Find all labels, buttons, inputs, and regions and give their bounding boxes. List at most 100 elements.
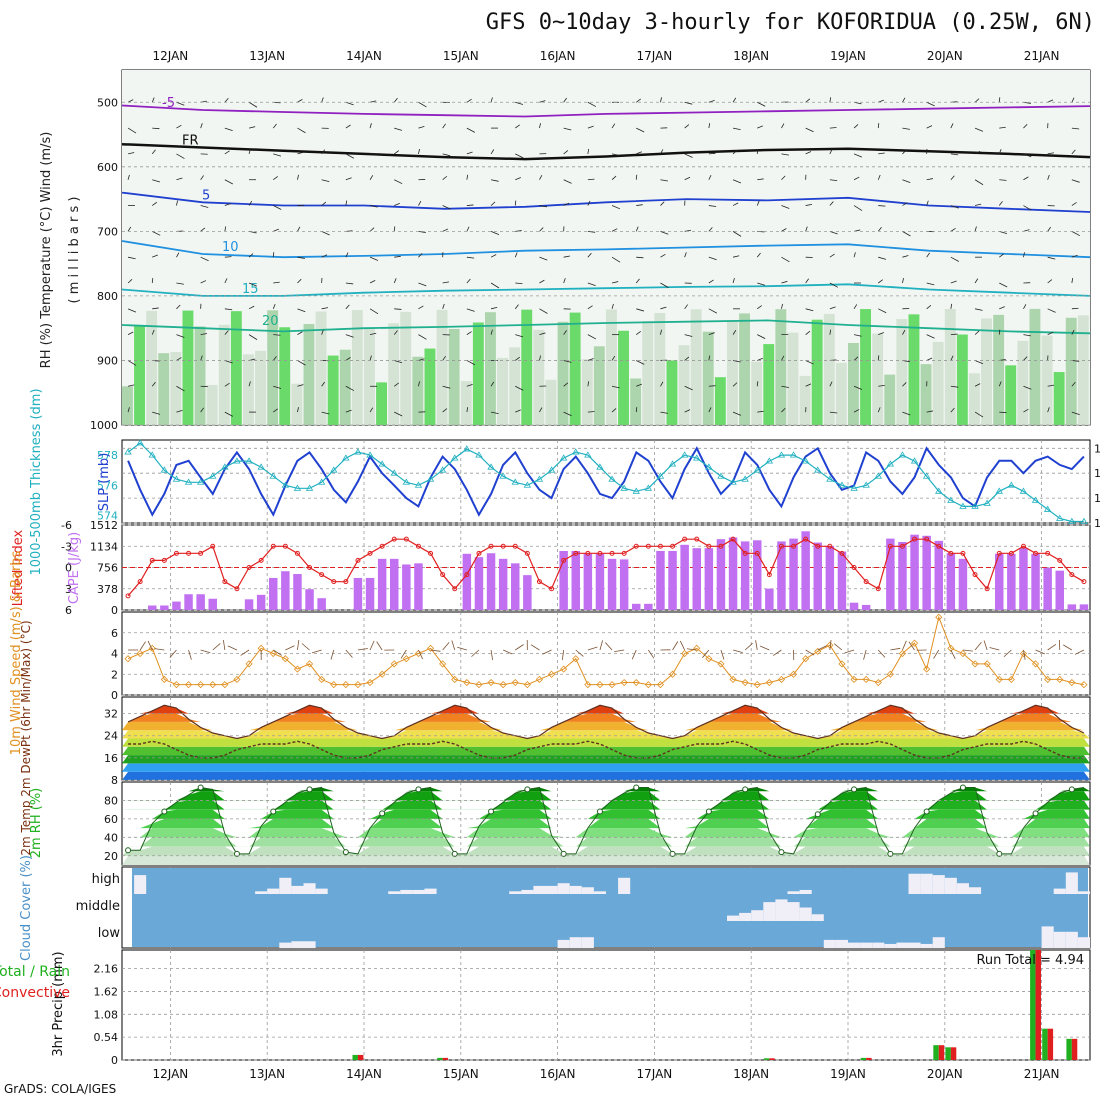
barb-70-620 bbox=[974, 179, 984, 186]
wind-pt-69 bbox=[959, 649, 967, 658]
cape-bar-42 bbox=[632, 603, 641, 610]
barb-36-780 bbox=[563, 278, 566, 284]
barb-68-780 bbox=[950, 280, 957, 284]
cape-bar-55 bbox=[789, 538, 798, 610]
barb-50-700 bbox=[732, 231, 742, 237]
rh-cell-57 bbox=[811, 319, 823, 425]
temp-band-5 bbox=[122, 730, 1090, 739]
barb-68-580 bbox=[950, 153, 959, 156]
barb-70-860 bbox=[974, 330, 980, 335]
wind-pt-14 bbox=[293, 665, 302, 673]
thick-pt-44 bbox=[656, 472, 665, 479]
barb-66-620 bbox=[926, 178, 934, 181]
barb-36-620 bbox=[563, 179, 572, 184]
rh-cell-7 bbox=[206, 384, 218, 425]
thick-pt-3 bbox=[160, 466, 169, 473]
rh-pt-39 bbox=[596, 808, 603, 815]
rh-cell-33 bbox=[521, 309, 533, 425]
barb-22-500 bbox=[393, 97, 398, 103]
li-pt-31 bbox=[500, 543, 506, 549]
cloud-ylabel: Cloud Cover (%) bbox=[19, 855, 34, 961]
barb-42-700 bbox=[635, 226, 639, 232]
cloud-high-14 bbox=[291, 885, 304, 894]
thick-pt-20 bbox=[366, 451, 374, 458]
rh-pt-0 bbox=[125, 847, 132, 854]
slp-ylabel: SLP (mb) bbox=[97, 453, 112, 512]
precip-ylabel: 3hr Precip (mm) bbox=[51, 951, 66, 1056]
cape-bar-29 bbox=[474, 557, 484, 610]
wind-barb-8 bbox=[222, 640, 226, 651]
wind-barb-43 bbox=[648, 649, 655, 659]
barb-18-940 bbox=[345, 385, 355, 391]
barb-24-660 bbox=[418, 200, 422, 206]
thick-pt-77 bbox=[1056, 514, 1064, 521]
rh-cell-55 bbox=[787, 332, 799, 425]
li-pt-38 bbox=[585, 550, 591, 556]
barb-14-900 bbox=[297, 360, 306, 366]
barb-70-780 bbox=[974, 278, 979, 284]
barb-6-860 bbox=[200, 333, 208, 336]
wind-pt-46 bbox=[681, 649, 689, 658]
wind-barb-4 bbox=[169, 649, 177, 658]
thick-pt-69 bbox=[959, 502, 967, 509]
cape-bar-53 bbox=[765, 588, 774, 610]
cape-bar-49 bbox=[716, 539, 726, 610]
wind-pt-38 bbox=[584, 681, 592, 689]
isotherm-4 bbox=[121, 283, 1091, 297]
li-tick-0: -6 bbox=[61, 519, 72, 532]
thick-tick-0: 574 bbox=[97, 509, 118, 522]
thick-pt-52 bbox=[753, 466, 761, 473]
rh-band-7 bbox=[122, 791, 1090, 801]
li-pt-22 bbox=[391, 536, 397, 542]
rh-cell-17 bbox=[327, 355, 339, 425]
precip-tick-2: 1.08 bbox=[94, 1008, 119, 1021]
barb-0-820 bbox=[127, 308, 137, 313]
barb-42-540 bbox=[636, 127, 645, 133]
wind-pt-48 bbox=[705, 655, 713, 663]
barb-12-820 bbox=[272, 303, 276, 309]
barb-0-620 bbox=[127, 174, 130, 180]
thick-pt-35 bbox=[547, 466, 556, 473]
isotherm-label-4: 15 bbox=[242, 282, 259, 297]
li-pt-71 bbox=[984, 586, 990, 592]
barb-32-700 bbox=[515, 230, 522, 232]
wind-pt-16 bbox=[318, 675, 326, 684]
series-temp bbox=[127, 704, 1085, 740]
wind-pt-20 bbox=[366, 678, 374, 687]
barb-30-940 bbox=[490, 381, 495, 387]
li-pt-72 bbox=[996, 550, 1002, 556]
barb-44-980 bbox=[660, 411, 668, 414]
barb-2-700 bbox=[152, 231, 161, 236]
barb-8-620 bbox=[224, 179, 234, 185]
barb-64-580 bbox=[902, 149, 907, 155]
thick-pt-54 bbox=[777, 451, 786, 458]
cape-bar-75 bbox=[1031, 553, 1040, 610]
wind-pt-39 bbox=[596, 681, 604, 689]
slp-tick-2: 1011 bbox=[1094, 467, 1100, 480]
li-pt-1 bbox=[137, 579, 143, 585]
cape-bar-67 bbox=[934, 540, 943, 610]
chart-title: GFS 0~10day 3-hourly for KOFORIDUA (0.25… bbox=[485, 10, 1095, 35]
li-pt-56 bbox=[803, 536, 809, 542]
wind-barb-6 bbox=[200, 649, 211, 654]
barb-64-940 bbox=[902, 382, 907, 387]
cloud-high-77 bbox=[1053, 888, 1066, 894]
rh-cell-16 bbox=[315, 311, 327, 425]
rh-cell-50 bbox=[727, 320, 738, 425]
li-pt-39 bbox=[597, 550, 603, 556]
rh-tick-2: 60 bbox=[104, 813, 118, 826]
cape-bar-65 bbox=[910, 534, 919, 610]
isotherm-label-1: FR bbox=[182, 133, 199, 148]
barb-14-620 bbox=[297, 174, 299, 180]
barb-58-500 bbox=[829, 97, 832, 103]
rh-band-0 bbox=[122, 855, 1090, 865]
barb-20-500 bbox=[369, 100, 377, 103]
barb-54-780 bbox=[781, 280, 788, 284]
wind-pt-7 bbox=[209, 681, 217, 689]
wind-pt-30 bbox=[487, 678, 495, 687]
barb-52-860 bbox=[757, 334, 766, 339]
barb-28-540 bbox=[466, 127, 476, 133]
date-bottom-5: 17JAN bbox=[637, 1067, 673, 1081]
thick-pt-31 bbox=[499, 472, 507, 479]
rh-cell-75 bbox=[1029, 308, 1041, 425]
